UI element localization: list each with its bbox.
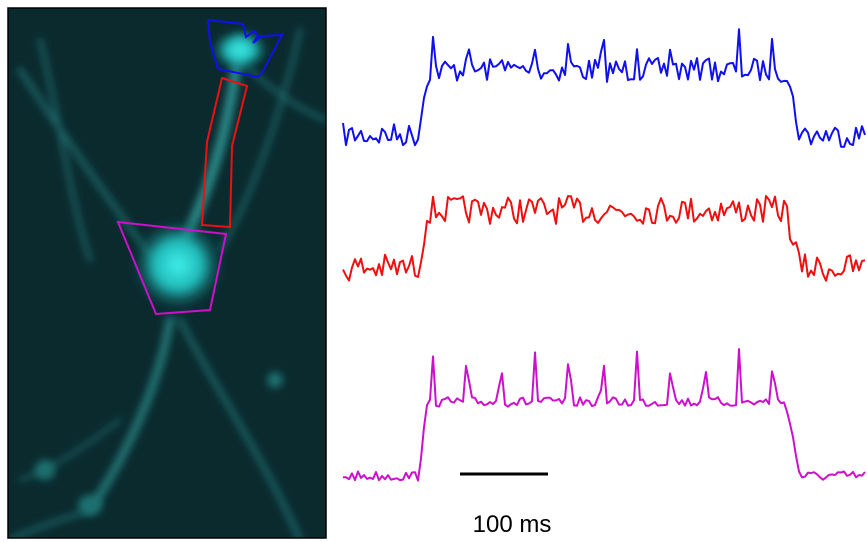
roi-magenta xyxy=(116,220,228,316)
roi-blue xyxy=(206,18,284,79)
trace-red xyxy=(342,195,866,282)
trace-blue xyxy=(342,28,866,148)
trace-magenta xyxy=(342,348,866,482)
roi-red xyxy=(200,76,249,229)
scale-bar-label: 100 ms xyxy=(473,511,552,538)
micrograph xyxy=(8,8,326,538)
traces xyxy=(342,28,866,482)
image-frame xyxy=(7,7,327,539)
